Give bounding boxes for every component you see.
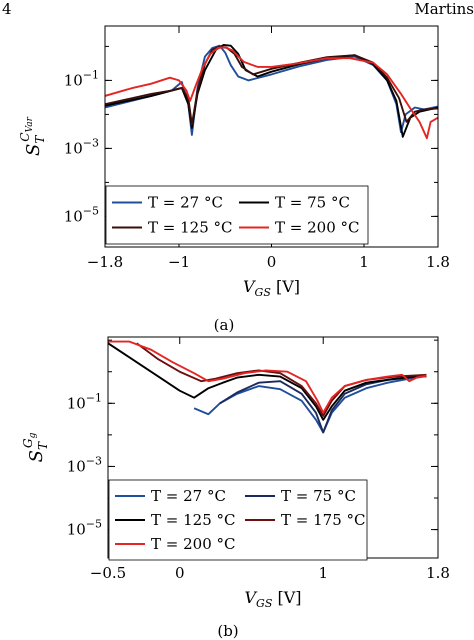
- legend-entry-t-27-c: T = 27 °C: [151, 487, 226, 505]
- legend-entry-t-75-c: T = 75 °C: [275, 194, 350, 212]
- x-tick-label: 1.8: [426, 253, 450, 271]
- y-axis-label: STGg: [21, 432, 50, 462]
- legend-entry-t-200-c: T = 200 °C: [275, 219, 360, 237]
- series-line-t-200-c: [105, 46, 438, 140]
- page-number: 4: [2, 0, 12, 18]
- x-tick-label: 1: [359, 253, 369, 271]
- legend: T = 27 °C T = 75 °C T = 125 °C T = 200 °C: [105, 185, 369, 245]
- y-tick-label: 10−5: [67, 518, 102, 539]
- chart-a: 10−5 10−3 10−1 −1.8 −1 0 1 1.8 T = 27 °C T = 75 °…: [18, 25, 450, 299]
- legend-entry-t-75-c: T = 75 °C: [281, 487, 356, 505]
- x-tick-label: −1.8: [87, 253, 123, 271]
- legend-entry-t-125-c: T = 125 °C: [148, 219, 233, 237]
- caption-a: (a): [213, 316, 235, 334]
- y-tick-label: 10−3: [67, 454, 102, 475]
- series-line-t-75-c: [105, 44, 438, 138]
- x-tick-label: 0: [267, 253, 277, 271]
- x-tick-label: 1: [318, 564, 328, 582]
- series-line-t-200-c: [108, 340, 427, 414]
- legend-entry-t-27-c: T = 27 °C: [148, 194, 223, 212]
- y-tick-label: 10−1: [64, 68, 99, 89]
- legend-entry-t-175-c: T = 175 °C: [281, 511, 366, 529]
- x-tick-label: 0: [175, 564, 185, 582]
- y-tick-label: 10−5: [64, 204, 99, 225]
- series-line-t-75-c: [219, 374, 427, 434]
- legend: T = 27 °C T = 75 °C T = 125 °C T = 175 °C T …: [108, 479, 368, 561]
- legend-entry-t-200-c: T = 200 °C: [151, 535, 236, 553]
- series-line-t-125-c: [108, 342, 427, 421]
- x-tick-label: −0.5: [90, 564, 126, 582]
- running-header-author: Martins: [414, 0, 474, 18]
- chart-b: 10−510−310−1−0.5 0 1 1.8T = 27 °C T = 75 °CT…: [21, 336, 450, 610]
- series-line-t-125-c: [105, 45, 438, 126]
- y-tick-label: 10−3: [64, 136, 99, 157]
- x-tick-label: −1: [168, 253, 190, 271]
- x-tick-label: 1.8: [426, 564, 450, 582]
- y-tick-label: 10−1: [67, 391, 102, 412]
- series-line-t-27-c: [105, 44, 438, 136]
- caption-b: (b): [217, 622, 239, 640]
- x-axis-label: VGS [V]: [244, 588, 301, 610]
- legend-entry-t-125-c: T = 125 °C: [151, 511, 236, 529]
- legend-box: [108, 479, 368, 561]
- x-axis-label: VGS [V]: [243, 277, 300, 299]
- legend-box: [105, 185, 369, 245]
- plot-frame: [104, 25, 439, 248]
- y-axis-label: STCVar: [18, 116, 47, 156]
